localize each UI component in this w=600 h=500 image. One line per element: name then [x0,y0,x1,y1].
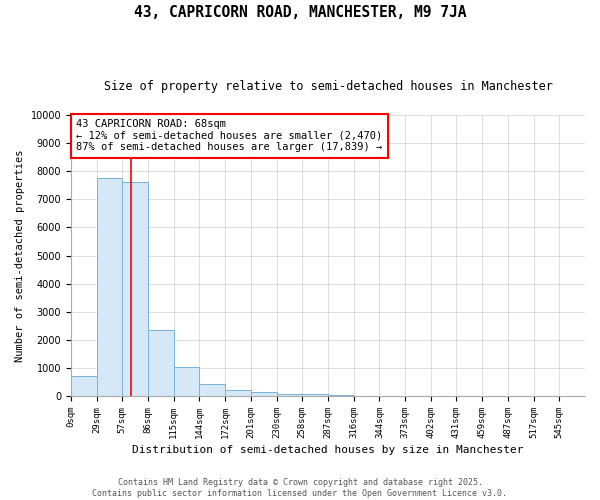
Bar [199,384,225,396]
Y-axis label: Number of semi-detached properties: Number of semi-detached properties [15,150,25,362]
Bar [97,178,122,396]
Text: 43 CAPRICORN ROAD: 68sqm
← 12% of semi-detached houses are smaller (2,470)
87% o: 43 CAPRICORN ROAD: 68sqm ← 12% of semi-d… [76,119,382,152]
Bar [148,330,174,396]
Bar [174,366,199,396]
Bar [328,395,353,396]
Bar [122,182,148,396]
Text: 43, CAPRICORN ROAD, MANCHESTER, M9 7JA: 43, CAPRICORN ROAD, MANCHESTER, M9 7JA [134,5,466,20]
Bar [251,392,277,396]
Title: Size of property relative to semi-detached houses in Manchester: Size of property relative to semi-detach… [104,80,553,93]
Bar [277,394,302,396]
X-axis label: Distribution of semi-detached houses by size in Manchester: Distribution of semi-detached houses by … [132,445,524,455]
Bar [71,376,97,396]
Bar [225,390,251,396]
Text: Contains HM Land Registry data © Crown copyright and database right 2025.
Contai: Contains HM Land Registry data © Crown c… [92,478,508,498]
Bar [302,394,328,396]
